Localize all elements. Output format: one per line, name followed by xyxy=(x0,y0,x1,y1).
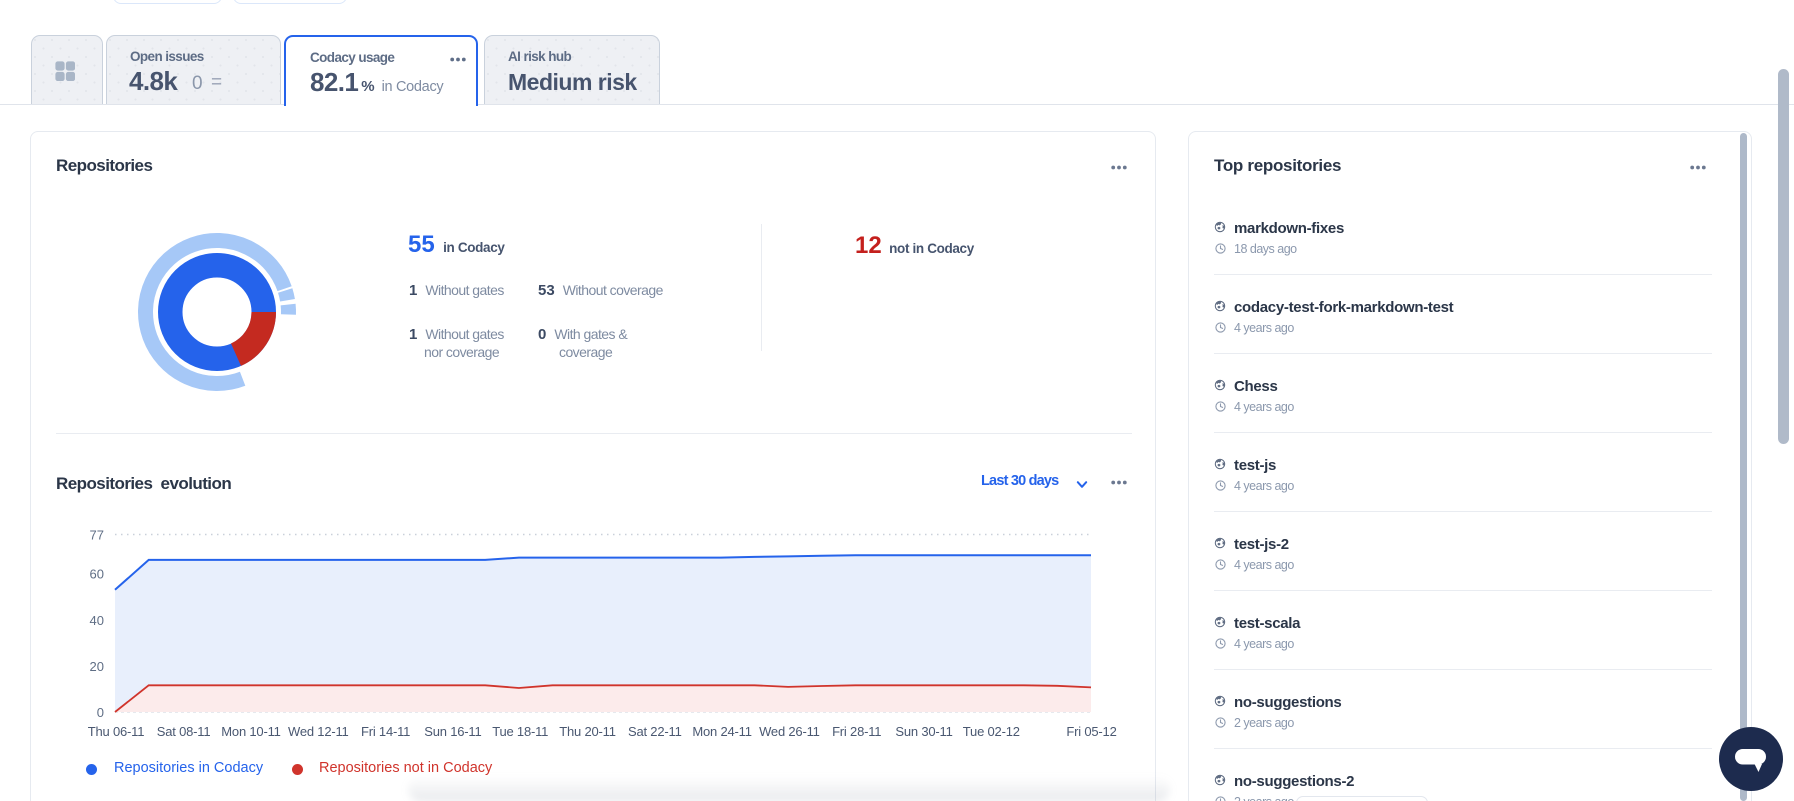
svg-text:Mon 24-11: Mon 24-11 xyxy=(692,724,751,739)
svg-text:Fri 14-11: Fri 14-11 xyxy=(361,724,410,739)
svg-text:Sun 30-11: Sun 30-11 xyxy=(895,724,952,739)
svg-text:Wed 12-11: Wed 12-11 xyxy=(288,724,349,739)
svg-text:Wed 26-11: Wed 26-11 xyxy=(759,724,820,739)
svg-text:0: 0 xyxy=(97,705,104,720)
svg-text:60: 60 xyxy=(90,567,104,582)
svg-text:Thu 20-11: Thu 20-11 xyxy=(559,724,616,739)
svg-text:Sat 08-11: Sat 08-11 xyxy=(157,724,211,739)
svg-text:Sun 16-11: Sun 16-11 xyxy=(424,724,481,739)
svg-text:20: 20 xyxy=(90,659,104,674)
svg-text:Thu 06-11: Thu 06-11 xyxy=(88,724,145,739)
svg-text:Fri 28-11: Fri 28-11 xyxy=(832,724,881,739)
svg-text:77: 77 xyxy=(90,528,104,543)
svg-text:Tue 02-12: Tue 02-12 xyxy=(963,724,1020,739)
svg-text:Mon 10-11: Mon 10-11 xyxy=(221,724,280,739)
svg-text:40: 40 xyxy=(90,613,104,628)
svg-text:Fri 05-12: Fri 05-12 xyxy=(1066,724,1116,739)
svg-text:Tue 18-11: Tue 18-11 xyxy=(492,724,548,739)
svg-text:Sat 22-11: Sat 22-11 xyxy=(628,724,682,739)
